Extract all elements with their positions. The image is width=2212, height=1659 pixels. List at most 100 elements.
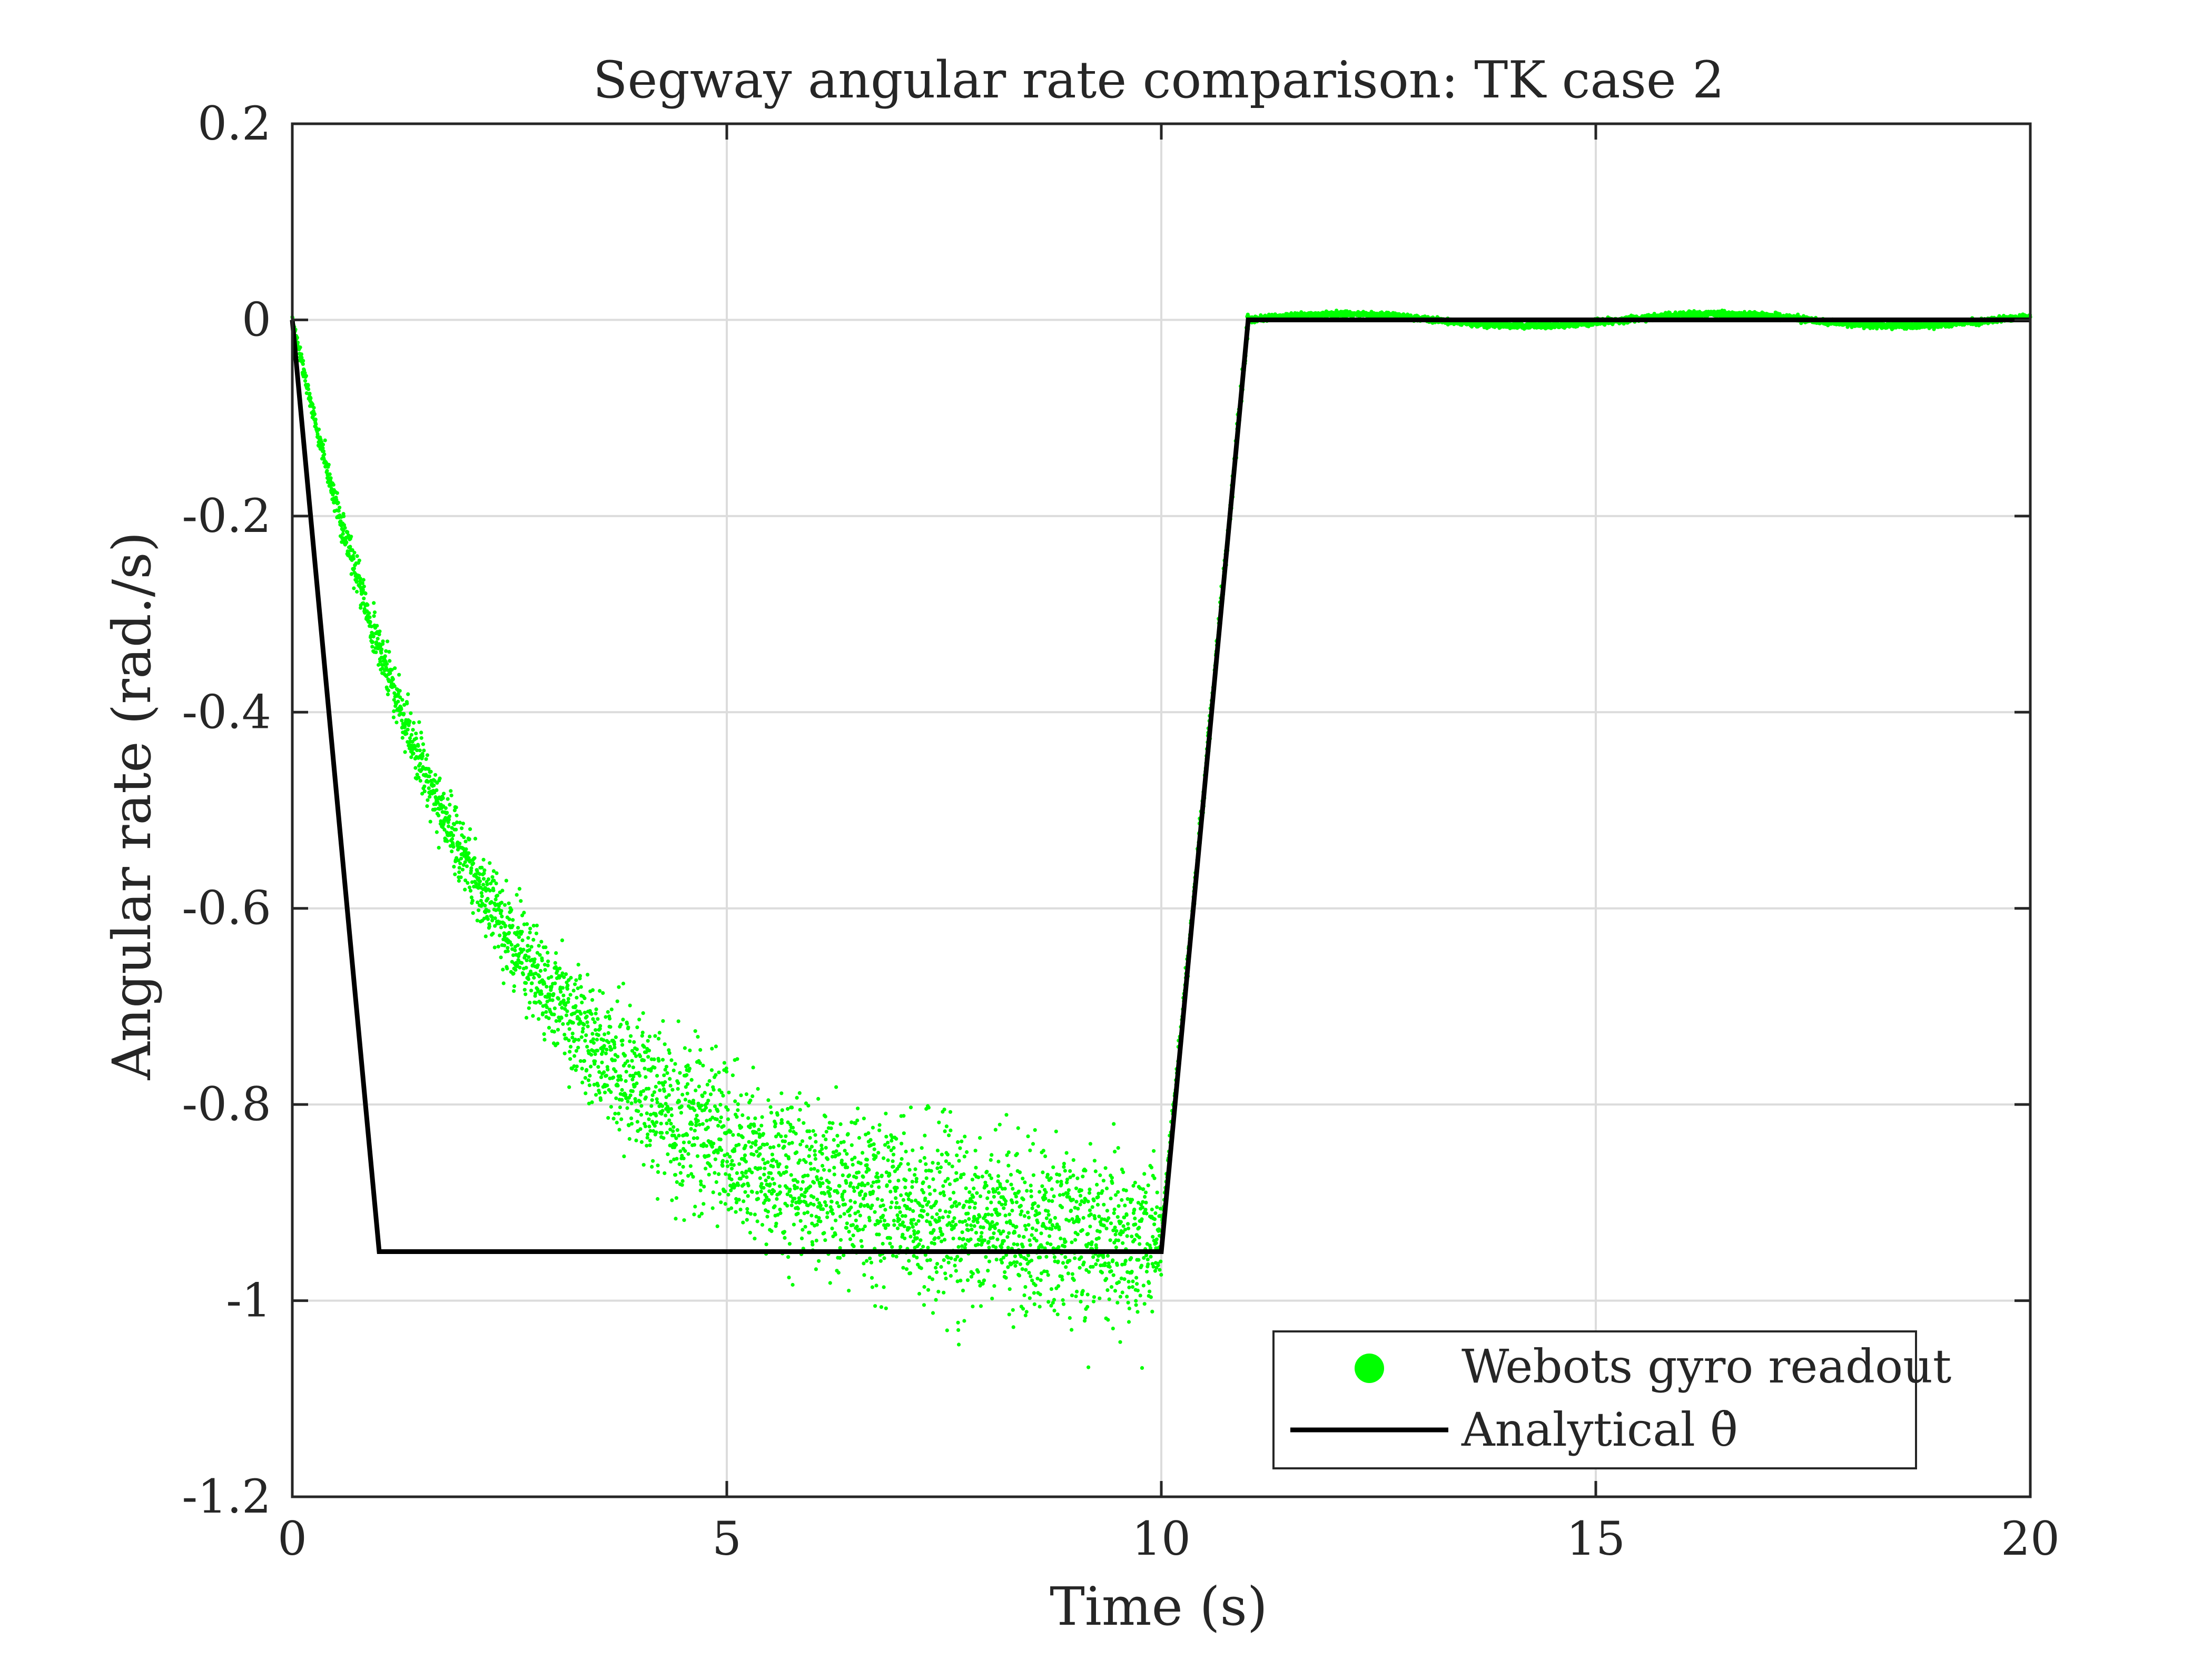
scatter-point [1064, 1265, 1068, 1269]
scatter-point [882, 1156, 886, 1160]
scatter-point [658, 1088, 662, 1092]
scatter-point [433, 807, 437, 812]
scatter-point [929, 1169, 933, 1173]
scatter-point [775, 1113, 779, 1117]
scatter-point [1126, 1300, 1130, 1305]
scatter-point [824, 1146, 828, 1150]
scatter-point [1052, 1298, 1056, 1302]
scatter-point [1104, 1227, 1109, 1231]
scatter-point [357, 558, 361, 562]
scatter-point [943, 1129, 947, 1133]
scatter-point [772, 1189, 776, 1193]
scatter-point [1047, 1199, 1051, 1203]
scatter-point [625, 1106, 629, 1110]
scatter-point [867, 1216, 871, 1220]
scatter-point [892, 1219, 896, 1223]
scatter-point [965, 1278, 970, 1282]
scatter-point [475, 919, 479, 923]
scatter-point [493, 924, 497, 928]
scatter-point [970, 1227, 974, 1231]
scatter-point [1138, 1186, 1142, 1190]
scatter-point [350, 572, 354, 576]
scatter-point [998, 1122, 1002, 1127]
scatter-point [1004, 1253, 1009, 1257]
scatter-point [811, 1242, 815, 1247]
scatter-point [1052, 1308, 1056, 1312]
scatter-point [1119, 1232, 1123, 1237]
scatter-point [655, 1100, 659, 1104]
scatter-point [862, 1117, 866, 1121]
scatter-point [935, 1166, 940, 1170]
scatter-point [304, 374, 309, 378]
scatter-point [996, 1159, 1001, 1164]
scatter-point [786, 1157, 791, 1161]
scatter-point [760, 1223, 765, 1227]
scatter-point [835, 1191, 840, 1195]
scatter-point [902, 1224, 906, 1229]
scatter-point [692, 1212, 696, 1217]
scatter-point [1103, 1261, 1107, 1266]
scatter-point [813, 1133, 817, 1137]
scatter-point [1004, 1199, 1008, 1203]
scatter-point [1040, 1184, 1044, 1188]
scatter-point [916, 1230, 921, 1234]
scatter-point [897, 1206, 901, 1210]
scatter-point [686, 1152, 690, 1156]
scatter-point [744, 1169, 748, 1173]
scatter-point [962, 1172, 966, 1177]
scatter-point [672, 1133, 676, 1138]
scatter-point [627, 1064, 631, 1068]
scatter-point [870, 1285, 874, 1289]
scatter-point [740, 1171, 744, 1175]
scatter-point [1040, 1245, 1044, 1249]
scatter-point [516, 943, 520, 947]
scatter-point [1151, 1235, 1155, 1239]
scatter-point [754, 1130, 758, 1135]
scatter-point [1065, 1180, 1069, 1184]
scatter-point [799, 1236, 804, 1240]
scatter-point [977, 1238, 982, 1242]
scatter-point [655, 1074, 659, 1078]
scatter-point [859, 1239, 863, 1243]
scatter-point [1101, 1255, 1105, 1259]
scatter-point [1092, 1159, 1097, 1163]
scatter-point [865, 1158, 870, 1162]
scatter-point [881, 1213, 885, 1218]
scatter-point [883, 1226, 887, 1230]
scatter-point [910, 1222, 914, 1226]
scatter-point [755, 1219, 759, 1223]
scatter-point [745, 1218, 749, 1222]
scatter-point [591, 1041, 596, 1045]
scatter-point [695, 1113, 699, 1118]
scatter-point [715, 1117, 719, 1121]
scatter-point [956, 1320, 960, 1325]
scatter-point [1070, 1272, 1074, 1276]
scatter-point [309, 396, 313, 400]
scatter-point [730, 1159, 734, 1163]
scatter-point [1111, 1258, 1115, 1262]
scatter-point [525, 958, 529, 962]
scatter-point [606, 1010, 610, 1014]
scatter-point [642, 1045, 646, 1049]
scatter-point [1045, 1269, 1049, 1274]
scatter-point [666, 1107, 670, 1111]
scatter-point [661, 1136, 666, 1140]
scatter-point [1033, 1283, 1038, 1287]
scatter-point [922, 1285, 926, 1289]
scatter-point [1079, 1255, 1083, 1259]
scatter-point [854, 1218, 858, 1222]
scatter-point [314, 422, 318, 427]
scatter-point [573, 982, 577, 986]
scatter-point [768, 1105, 773, 1109]
scatter-point [737, 1198, 741, 1202]
scatter-point [524, 992, 528, 996]
scatter-point [939, 1265, 943, 1269]
scatter-point [561, 1022, 565, 1026]
scatter-point [667, 1093, 671, 1097]
scatter-point [641, 1089, 646, 1093]
scatter-point [895, 1186, 899, 1190]
scatter-point [387, 650, 391, 654]
scatter-point [797, 1196, 801, 1200]
scatter-point [1085, 1292, 1090, 1297]
scatter-point [546, 963, 550, 967]
